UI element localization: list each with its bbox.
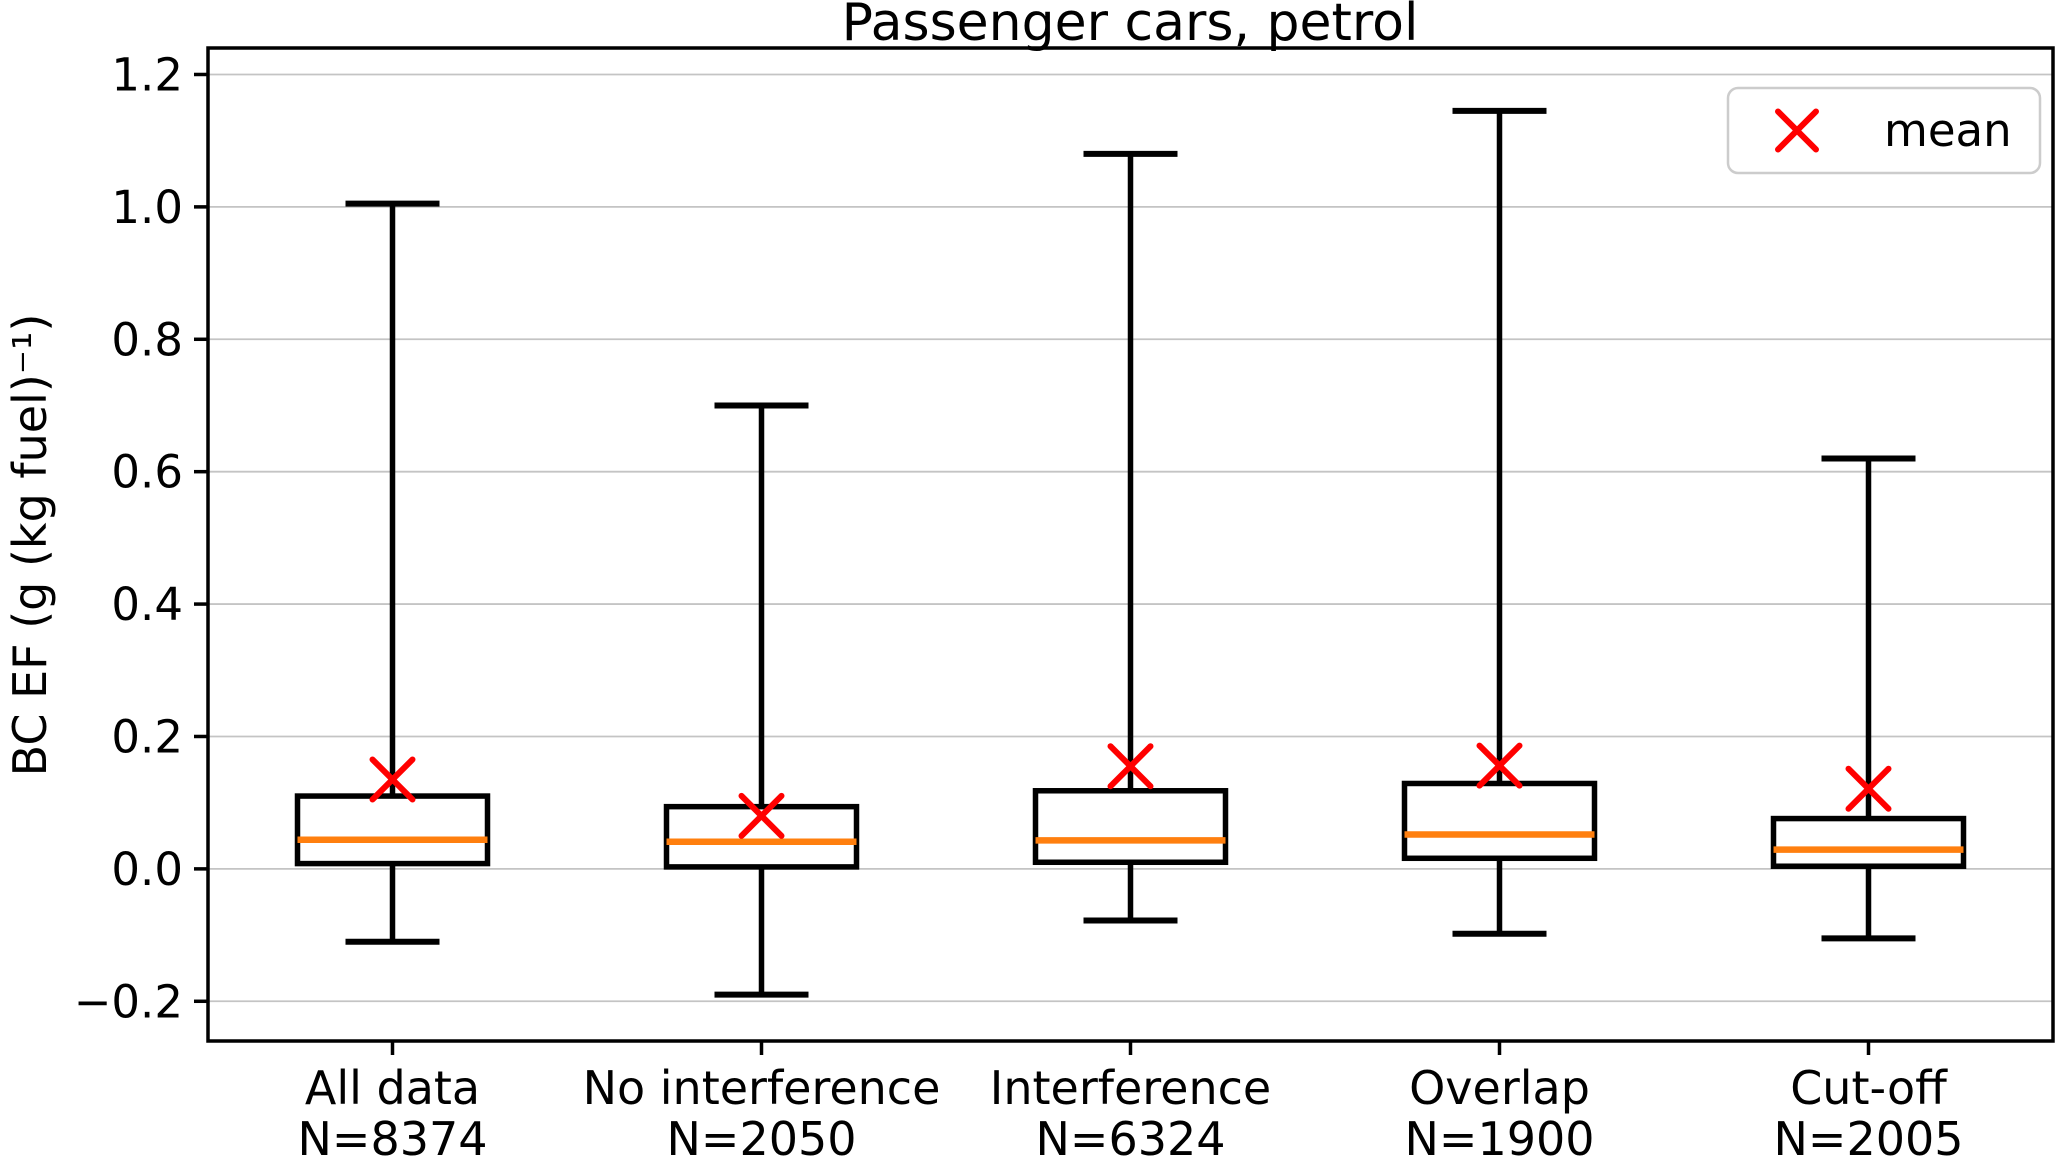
category-label: Interference bbox=[990, 1061, 1271, 1115]
box bbox=[1401, 780, 1598, 862]
y-tick-label: 0.8 bbox=[111, 313, 183, 366]
box bbox=[1032, 788, 1229, 866]
category-count-label: N=1900 bbox=[1404, 1112, 1594, 1159]
mean-marker bbox=[1845, 765, 1892, 812]
category-count-label: N=6324 bbox=[1035, 1112, 1225, 1159]
mean-marker bbox=[738, 792, 785, 839]
y-tick-label: 0.4 bbox=[111, 578, 183, 631]
plot-border bbox=[206, 46, 2055, 1043]
category-label: Cut-off bbox=[1790, 1061, 1948, 1115]
category-count-label: N=8374 bbox=[297, 1112, 487, 1159]
category-label: All data bbox=[305, 1061, 480, 1115]
mean-marker bbox=[1107, 743, 1154, 790]
y-tick-label: 1.2 bbox=[111, 48, 183, 101]
y-tick-label: 1.0 bbox=[111, 181, 183, 234]
category-count-label: N=2050 bbox=[666, 1112, 856, 1159]
legend-x-marker-icon bbox=[1775, 108, 1819, 153]
legend-box bbox=[1726, 86, 2042, 175]
y-tick-label: 0.0 bbox=[111, 843, 183, 896]
category-label: Overlap bbox=[1409, 1061, 1590, 1115]
mean-marker bbox=[369, 756, 416, 803]
box bbox=[294, 793, 491, 867]
category-label: No interference bbox=[583, 1061, 941, 1115]
legend: mean bbox=[1726, 86, 2042, 175]
y-axis-label: BC EF (g (kg fuel)⁻¹) bbox=[3, 314, 57, 777]
category-count-label: N=2005 bbox=[1773, 1112, 1963, 1159]
box bbox=[1770, 815, 1967, 869]
mean-marker bbox=[1476, 742, 1523, 789]
y-tick-label: 0.6 bbox=[111, 446, 183, 499]
legend-label: mean bbox=[1884, 104, 2012, 157]
y-tick-label: 0.2 bbox=[111, 710, 183, 763]
y-tick-label: −0.2 bbox=[74, 975, 183, 1028]
chart-title: Passenger cars, petrol bbox=[842, 0, 1419, 53]
